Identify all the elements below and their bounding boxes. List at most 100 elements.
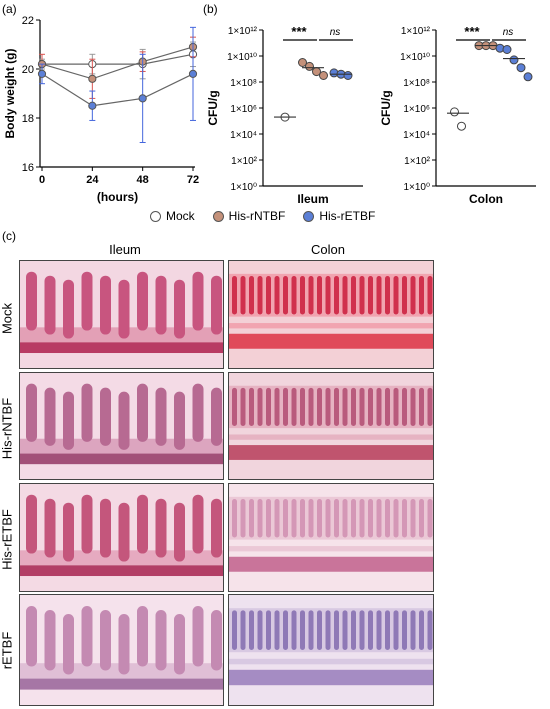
y-axis-title: CFU/g [379,90,393,125]
crypt [351,275,356,315]
crypt [427,275,433,315]
villus [81,606,93,667]
y-tick-label: 16 [22,162,34,174]
crypt [427,387,433,426]
series-line-mock [42,53,194,65]
mucosa-band [229,496,433,540]
crypt [385,498,390,538]
crypt [419,498,424,538]
villus [63,391,74,450]
legend-item-mock: Mock [150,209,195,223]
tissue-illustration [229,373,433,479]
legend-marker-his-rntbf [212,210,224,222]
data-point-his-retbf [502,45,512,54]
crypt [240,275,246,315]
data-point-his-rntbf [319,71,328,80]
histology-image-his-retbf-ileum [19,483,224,592]
crypt [283,610,288,650]
villus [174,279,185,339]
villus [100,498,111,558]
villus [137,271,148,331]
x-tick-label: 24 [86,174,99,186]
tissue-illustration [229,484,433,591]
legend-marker-mock [150,210,161,222]
crypt [257,610,263,650]
tissue-illustration [229,261,433,368]
villus [155,610,167,671]
crypt [376,387,382,426]
significance-label: ns [503,27,514,38]
villus [81,383,93,442]
villus [44,275,56,335]
villus [174,391,185,450]
y-tick-label: 1×10² [404,156,431,167]
panel-a-label: (a) [2,2,17,16]
crypt [393,387,399,426]
crypt [368,498,373,538]
submucosa-band [229,434,433,440]
submucosa-band [229,658,433,665]
y-tick-label: 1×10¹⁰ [227,52,257,63]
data-point-mock [450,107,459,117]
crypt [376,275,382,315]
crypt [317,275,322,315]
villus [137,606,148,667]
crypt [334,275,339,315]
y-tick-label: 18 [22,113,34,125]
chart-legend: Mock His-rNTBF His-rETBF [150,208,393,224]
villus [44,498,56,558]
y-tick-label: 1×10⁴ [403,130,430,141]
crypt [402,387,407,426]
data-point-his-retbf [88,101,97,110]
villus [155,387,167,446]
villus [192,494,204,554]
mucosa-band [229,608,433,653]
crypt [274,387,280,426]
crypt [427,498,433,538]
significance-label: ns [330,27,341,38]
villus [155,498,167,558]
legend-label-his-rntbf: His-rNTBF [228,209,286,223]
crypt [308,610,314,650]
crypt [351,610,356,650]
crypt [368,275,373,315]
muscle-band [229,669,433,686]
y-tick-label: 1×10¹² [228,26,258,37]
tissue-illustration [20,484,223,591]
y-tick-label: 1×10⁶ [403,104,430,115]
crypt [325,387,331,426]
series-line-his-rntbf [41,46,194,80]
crypt [257,498,263,538]
y-tick-label: 20 [22,64,34,76]
crypt [342,275,348,315]
submucosa-band [229,546,433,552]
crypt [359,387,365,426]
crypt [274,610,280,650]
histology-image-retbf-colon [228,594,434,706]
data-point-his-retbf [509,55,519,65]
muscle-band [20,678,223,690]
significance-label: *** [464,24,480,39]
data-point-his-retbf [516,63,526,73]
crypt [300,610,305,650]
villus [192,383,204,442]
y-tick-label: 1×10⁴ [230,130,257,141]
x-axis-title: Ileum [297,192,328,206]
villus [118,614,130,675]
x-axis-title: (hours) [97,190,138,204]
legend-item-his-retbf: His-rETBF [303,209,375,223]
y-tick-label: 1×10¹⁰ [400,52,430,63]
crypt [274,498,280,538]
muscle-band [20,342,223,354]
crypt [257,387,263,426]
data-point-his-rntbf [88,74,97,83]
crypt [249,387,254,426]
legend-label-his-retbf: His-rETBF [319,209,376,223]
crypt [368,387,373,426]
villus [192,606,204,667]
crypt [232,275,237,315]
crypt [385,387,390,426]
crypt [410,387,416,426]
y-tick-label: 1×10¹² [401,26,431,37]
colon-cfu-chart: 1×10⁰ 1×10² 1×10⁴ 1×10⁶ 1×10⁸ 1×10¹⁰ 1×10¹² CFU… [379,24,536,206]
